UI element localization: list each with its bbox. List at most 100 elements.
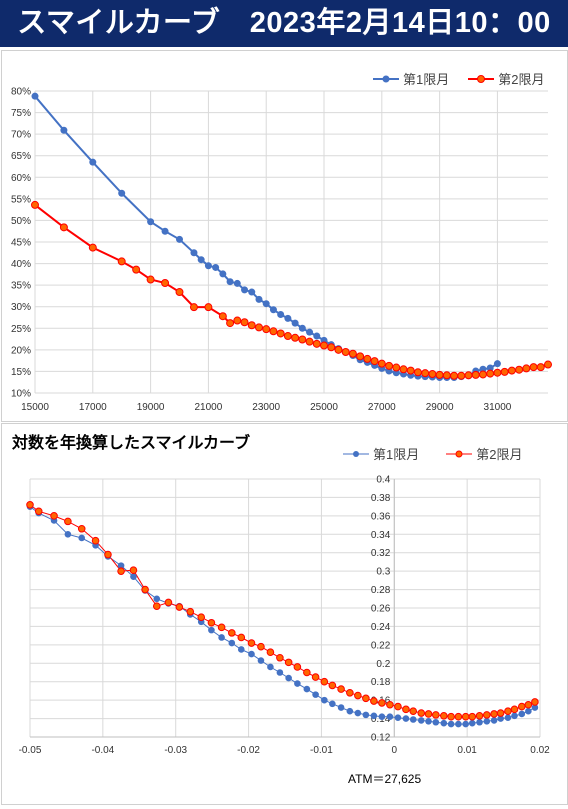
data-point-series2 xyxy=(504,707,512,716)
data-point-series2 xyxy=(334,345,343,354)
data-point-series2 xyxy=(354,691,362,700)
data-point-series1 xyxy=(130,573,137,580)
y-tick-label: 40% xyxy=(11,259,31,270)
data-point-series2 xyxy=(237,633,246,642)
data-point-series2 xyxy=(385,361,394,370)
x-tick-label: 31000 xyxy=(484,402,512,413)
data-point-series2 xyxy=(432,711,440,719)
y-tick-label: 75% xyxy=(11,108,31,119)
legend-line-series2-icon xyxy=(468,74,495,83)
data-point-series2 xyxy=(490,710,498,718)
data-point-series1 xyxy=(147,218,155,226)
data-point-series1 xyxy=(493,360,501,368)
y-tick-label: 0.4 xyxy=(376,475,390,486)
legend-line-series1-icon xyxy=(373,75,399,82)
data-point-series2 xyxy=(493,368,502,377)
y-tick-label: 45% xyxy=(11,238,31,249)
x-tick-label: 25000 xyxy=(310,402,338,413)
data-point-series2 xyxy=(269,327,278,336)
data-point-series2 xyxy=(303,668,311,677)
data-point-series2 xyxy=(161,278,170,287)
y-tick-label: 0.26 xyxy=(371,604,391,615)
legend2-label-series1: 第1限月 xyxy=(373,447,420,462)
x-tick-label: 29000 xyxy=(426,402,454,413)
data-point-series2 xyxy=(311,673,320,681)
data-point-series1 xyxy=(531,704,539,711)
data-point-series1 xyxy=(313,332,321,340)
data-point-series2 xyxy=(64,517,72,526)
data-point-series2 xyxy=(483,711,491,719)
data-point-series2 xyxy=(152,602,161,610)
data-point-series1 xyxy=(346,707,354,715)
legend-item-series2: 第2限月 xyxy=(467,69,544,88)
y-tick-label: 0.18 xyxy=(371,677,391,688)
data-point-series2 xyxy=(517,702,526,711)
y-tick-label: 0.2 xyxy=(376,659,390,670)
data-point-series1 xyxy=(362,711,370,719)
data-point-series2 xyxy=(475,712,484,720)
data-point-series1 xyxy=(269,306,277,314)
x-tick-label: 23000 xyxy=(252,402,280,413)
data-point-series2 xyxy=(132,265,141,274)
data-point-series2 xyxy=(544,360,552,369)
data-point-series2 xyxy=(529,363,538,372)
data-point-series1 xyxy=(518,710,526,718)
legend-label-series2: 第2限月 xyxy=(498,72,545,87)
data-point-series1 xyxy=(394,714,402,721)
data-point-series2 xyxy=(327,343,336,352)
atm-label: ATM＝27,625 xyxy=(348,772,422,786)
data-point-series1 xyxy=(447,720,455,728)
data-point-series2 xyxy=(26,501,34,509)
data-point-series2 xyxy=(457,371,466,380)
y-tick-label: 0.28 xyxy=(371,585,391,596)
data-point-series2 xyxy=(77,524,86,533)
data-point-series2 xyxy=(424,710,433,718)
data-point-series1 xyxy=(208,626,215,634)
data-point-series1 xyxy=(284,314,292,322)
data-point-series2 xyxy=(276,329,285,338)
data-point-series1 xyxy=(402,715,410,722)
data-point-series2 xyxy=(31,200,39,209)
data-point-series2 xyxy=(510,705,519,714)
page-title: スマイルカーブ 2023年2月14日10：00 xyxy=(17,7,551,39)
data-point-series2 xyxy=(435,370,444,379)
data-point-series2 xyxy=(468,712,477,721)
data-point-series2 xyxy=(471,370,480,379)
data-point-series2 xyxy=(536,363,545,372)
smile-curve-chart-panel: 第1限月 第2限月 10% 15% 20% 25% 30% 35% 40% 45% 50% 55%… xyxy=(1,50,568,422)
data-point-series1 xyxy=(237,646,245,653)
data-point-series1 xyxy=(219,270,227,278)
data-point-series2 xyxy=(320,677,329,686)
data-point-series1 xyxy=(490,717,498,724)
data-point-series2 xyxy=(409,707,418,716)
data-point-series1 xyxy=(354,709,362,717)
data-point-series1 xyxy=(386,713,394,721)
data-point-series2 xyxy=(189,303,198,312)
data-point-series2 xyxy=(207,618,216,627)
data-point-series1 xyxy=(486,364,494,372)
data-point-series2 xyxy=(117,257,126,266)
chart2-plot: -0.05 -0.04 -0.03 -0.02 -0.01 0 0.01 0.02 0.12 0.… xyxy=(19,475,551,757)
data-point-series1 xyxy=(417,717,425,724)
data-point-series1 xyxy=(277,310,285,318)
data-point-series2 xyxy=(146,275,155,284)
data-point-series1 xyxy=(303,685,311,693)
data-point-series2 xyxy=(247,639,256,647)
y-tick-label: 50% xyxy=(11,216,31,227)
y-tick-label: 10% xyxy=(11,389,31,400)
series-line-1 xyxy=(29,506,536,725)
data-point-series2 xyxy=(478,370,487,379)
data-point-series2 xyxy=(394,702,402,711)
data-point-series2 xyxy=(91,536,100,545)
data-point-series2 xyxy=(284,658,293,667)
data-point-series1 xyxy=(257,657,265,664)
y-tick-label: 65% xyxy=(11,151,31,162)
log-annualized-smile-chart-panel: 対数を年換算したスマイルカーブ 第1限月 第2限月 -0.05 -0.04 -0.0… xyxy=(1,423,568,805)
data-point-series2 xyxy=(175,603,184,611)
chart1-legend: 第1限月 第2限月 xyxy=(354,69,544,88)
data-point-series2 xyxy=(341,348,350,357)
data-point-series2 xyxy=(450,371,459,380)
data-point-series2 xyxy=(104,550,112,559)
y-tick-label: 0.12 xyxy=(371,733,391,744)
data-point-series2 xyxy=(454,712,463,721)
